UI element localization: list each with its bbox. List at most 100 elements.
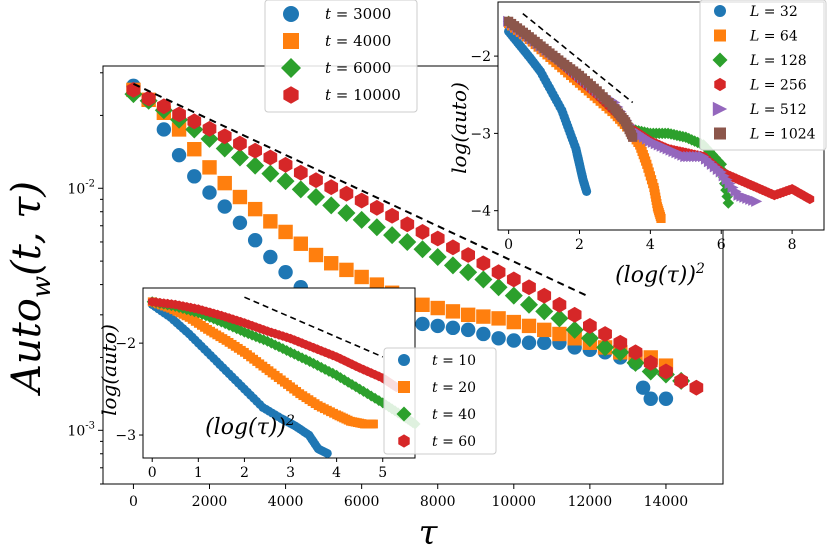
data-point	[324, 179, 339, 196]
inset-bottom-left-y-axis-label: log(auto)	[97, 324, 121, 416]
inset-bottom-left-markers	[146, 296, 421, 458]
data-point	[476, 255, 491, 272]
data-point	[491, 311, 506, 326]
data-point	[339, 185, 354, 202]
data-point	[659, 363, 673, 380]
data-point	[413, 240, 432, 259]
legend-entry: t = 3000	[283, 5, 391, 23]
data-point	[504, 286, 523, 305]
data-point	[202, 160, 217, 175]
data-point	[552, 296, 567, 313]
data-point	[278, 156, 293, 173]
data-point	[232, 215, 248, 230]
data-point	[430, 318, 445, 334]
x-tick-label: 2	[575, 237, 584, 253]
inset-bottom-left-x-axis-label: (log(τ))2	[205, 413, 295, 440]
x-tick-label: 2	[240, 465, 249, 481]
data-point	[217, 128, 232, 145]
legend-marker	[398, 381, 410, 393]
x-tick-label: 2000	[192, 494, 228, 510]
data-point	[202, 185, 217, 200]
legend-entry: L = 512	[712, 101, 807, 118]
legend-marker	[283, 33, 299, 49]
data-point	[309, 172, 323, 189]
data-point	[567, 306, 582, 323]
data-point	[643, 354, 658, 371]
data-point	[172, 106, 186, 123]
data-point	[445, 304, 461, 319]
data-point	[580, 329, 599, 348]
data-point	[550, 309, 569, 328]
legend-label: t = 10	[432, 353, 476, 369]
legend-marker	[398, 434, 410, 448]
data-point	[171, 122, 187, 137]
data-point	[141, 90, 156, 107]
data-point	[522, 279, 536, 296]
data-point	[428, 248, 447, 267]
data-point	[445, 320, 461, 336]
data-point	[430, 230, 445, 247]
x-tick-label: 14000	[644, 494, 689, 510]
inset-dashed-guide-line	[522, 12, 634, 104]
x-tick-label: 0	[129, 494, 138, 510]
data-point	[276, 172, 295, 191]
x-tick-label: 8000	[420, 494, 456, 510]
legend-marker	[283, 86, 299, 104]
data-point	[537, 287, 552, 304]
legend-label: t = 20	[432, 380, 476, 396]
legend-entry: L = 256	[714, 77, 807, 94]
data-point	[491, 264, 506, 281]
legend-entry: L = 1024	[714, 127, 816, 143]
legend-entry: t = 6000	[281, 58, 391, 78]
legend-label: t = 10000	[325, 86, 401, 104]
data-point	[200, 129, 219, 148]
data-point	[689, 379, 704, 396]
data-point	[805, 194, 815, 205]
x-tick-label: 1	[194, 465, 203, 481]
data-point	[552, 326, 567, 342]
data-point	[354, 269, 369, 285]
inset-top-right-y-axis-label: log(auto)	[447, 82, 471, 174]
inset-dashed-guide-line	[244, 296, 384, 358]
data-point	[354, 192, 369, 209]
legend-label: L = 32	[749, 4, 798, 20]
data-point	[461, 247, 476, 263]
data-point	[635, 380, 651, 395]
data-point	[215, 139, 234, 158]
legend-frame	[383, 347, 497, 455]
inset-top-right-legend: L = 32 L = 64 L = 128 L = 256 L = 512 L = 102…	[699, 0, 827, 151]
legend-entry: t = 4000	[283, 32, 391, 50]
legend-label: L = 1024	[749, 127, 816, 143]
data-point	[415, 297, 430, 313]
legend-label: L = 512	[749, 102, 807, 118]
legend-label: t = 6000	[325, 59, 391, 77]
inset-top-right-x-axis-label: (log(τ))2	[615, 261, 705, 288]
data-point	[506, 333, 521, 348]
legend-marker	[281, 58, 301, 78]
data-point	[613, 334, 628, 351]
legend-marker	[714, 77, 726, 92]
legend-marker	[714, 29, 726, 42]
data-point	[460, 307, 476, 323]
data-point	[383, 226, 402, 245]
data-point	[157, 98, 171, 115]
y-tick-label: −4	[470, 204, 491, 220]
data-point	[491, 331, 506, 346]
data-point	[398, 232, 417, 251]
data-point	[322, 196, 341, 215]
data-point	[293, 236, 308, 251]
x-tick-label: 4	[646, 237, 655, 253]
legend-entry: t = 10000	[283, 86, 401, 104]
inset-top-right-markers	[502, 12, 815, 224]
data-point	[415, 224, 430, 240]
legend-marker	[712, 101, 728, 117]
data-point	[565, 320, 584, 339]
legend-marker	[712, 52, 728, 68]
data-point	[626, 353, 645, 372]
data-point	[293, 164, 308, 181]
legend-label: L = 256	[749, 78, 807, 94]
legend-entry: L = 32	[714, 4, 798, 20]
data-point	[520, 295, 539, 314]
x-tick-label: 3	[286, 465, 295, 481]
